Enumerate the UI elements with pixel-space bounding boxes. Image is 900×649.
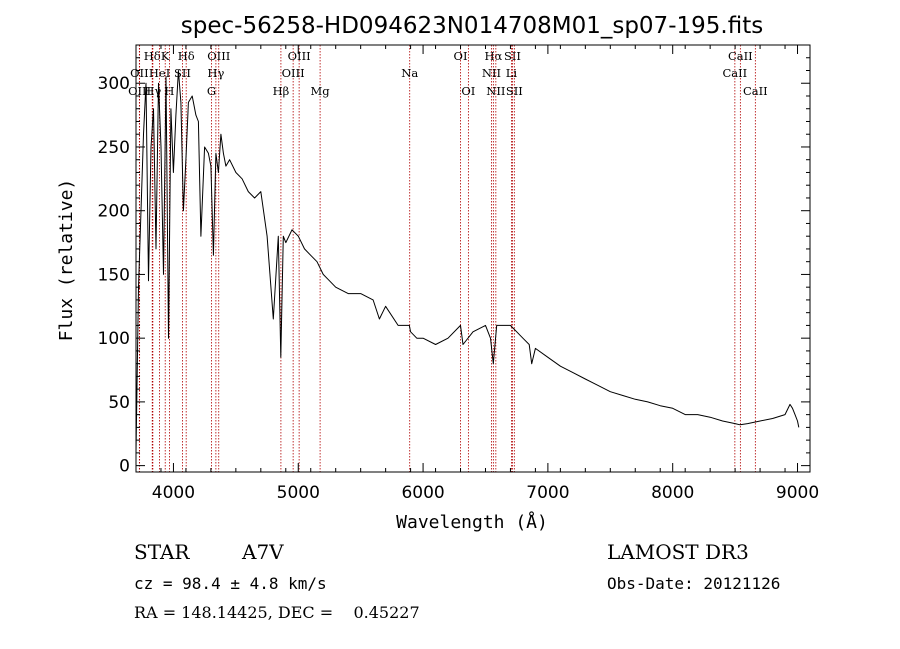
- marker-label-25: CaII: [728, 49, 753, 63]
- y-tick-label-300: 300: [98, 74, 130, 94]
- y-axis-label: Flux (relative): [56, 179, 77, 342]
- flux-series: [135, 70, 800, 453]
- marker-label-7: H: [164, 84, 174, 98]
- marker-label-16: Na: [401, 66, 418, 80]
- obs-date: Obs-Date: 20121126: [607, 574, 781, 593]
- x-tick-label-7000: 7000: [526, 483, 569, 503]
- x-tick-label-6000: 6000: [401, 483, 444, 503]
- marker-label-10: Hγ: [207, 66, 224, 80]
- marker-label-13: OIII: [282, 66, 305, 80]
- object-class: STAR: [134, 540, 190, 564]
- marker-label-22: Li: [506, 66, 518, 80]
- redshift-cz: cz = 98.4 ± 4.8 km/s: [134, 574, 327, 593]
- x-tick-label-5000: 5000: [277, 483, 320, 503]
- marker-label-18: OI: [461, 84, 475, 98]
- marker-label-17: OI: [454, 49, 468, 63]
- marker-label-24: SII: [506, 84, 523, 98]
- x-axis-label: Wavelength (Å): [396, 511, 548, 533]
- object-subclass: A7V: [242, 540, 284, 564]
- y-tick-label-200: 200: [98, 202, 130, 222]
- ra-dec: RA = 148.14425, DEC = 0.45227: [134, 603, 420, 622]
- marker-label-23: NII: [486, 84, 505, 98]
- x-axis-ticks: 4000 5000 6000 7000 8000 9000: [135, 45, 819, 503]
- marker-label-8: Hδ: [178, 49, 195, 63]
- y-axis-ticks: 0 50 100 150 200 250 300: [98, 57, 810, 477]
- x-tick-label-4000: 4000: [152, 483, 195, 503]
- survey-name: LAMOST DR3: [607, 540, 749, 564]
- marker-label-4: HeI: [149, 66, 170, 80]
- y-tick-label-0: 0: [119, 457, 130, 477]
- marker-label-3: K: [161, 49, 170, 63]
- marker-label-11: G: [207, 84, 216, 98]
- y-tick-label-250: 250: [98, 138, 130, 158]
- plot-frame: [135, 44, 811, 473]
- marker-label-27: CaII: [743, 84, 768, 98]
- marker-label-0: Hδ: [144, 49, 161, 63]
- marker-label-6: SII: [174, 66, 191, 80]
- chart-title: spec-56258-HD094623N014708M01_sp07-195.f…: [181, 13, 763, 39]
- x-tick-label-8000: 8000: [651, 483, 694, 503]
- marker-label-5: Hγ: [144, 84, 161, 98]
- marker-label-20: SII: [504, 49, 521, 63]
- x-tick-label-9000: 9000: [776, 483, 819, 503]
- y-tick-label-100: 100: [98, 329, 130, 349]
- marker-label-26: CaII: [722, 66, 747, 80]
- flux-line: [135, 70, 800, 453]
- marker-label-9: OIII: [207, 49, 230, 63]
- marker-label-14: Hβ: [273, 84, 290, 98]
- marker-label-15: Mg: [311, 84, 331, 98]
- y-tick-label-150: 150: [98, 265, 130, 285]
- y-tick-label-50: 50: [108, 393, 130, 413]
- marker-label-21: NII: [482, 66, 501, 80]
- marker-label-12: OIII: [288, 49, 311, 63]
- marker-label-19: Hα: [484, 49, 502, 63]
